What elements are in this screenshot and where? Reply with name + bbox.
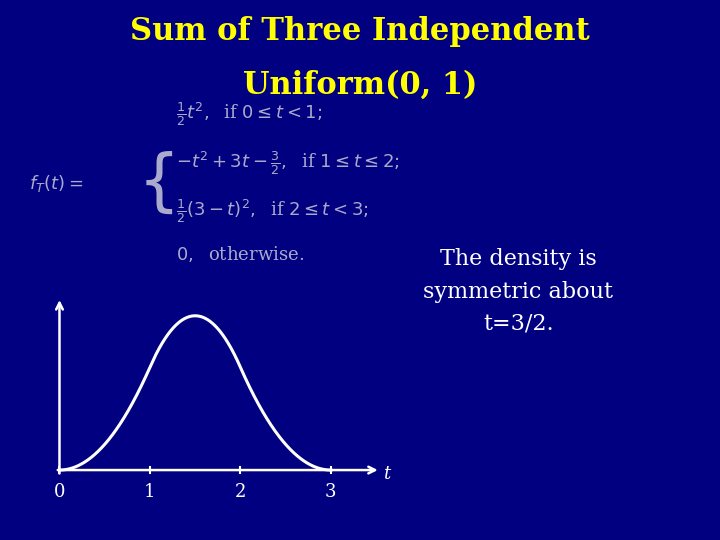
Text: 1: 1 xyxy=(144,483,156,502)
Text: Sum of Three Independent: Sum of Three Independent xyxy=(130,16,590,47)
Text: t: t xyxy=(383,465,390,483)
Text: Uniform(0, 1): Uniform(0, 1) xyxy=(243,70,477,101)
Text: 0: 0 xyxy=(54,483,66,502)
Text: 2: 2 xyxy=(235,483,246,502)
Text: $-t^2 + 3t - \frac{3}{2},$  if $1 \leq t \leq 2;$: $-t^2 + 3t - \frac{3}{2},$ if $1 \leq t … xyxy=(176,149,400,177)
Text: $0,$  otherwise.: $0,$ otherwise. xyxy=(176,245,305,265)
Text: $\frac{1}{2}(3-t)^2,$  if $2 \leq t < 3;$: $\frac{1}{2}(3-t)^2,$ if $2 \leq t < 3;$ xyxy=(176,197,369,225)
Text: The density is
symmetric about
t=3/2.: The density is symmetric about t=3/2. xyxy=(423,248,613,335)
Text: 3: 3 xyxy=(325,483,336,502)
Text: $f_T(t) =$: $f_T(t) =$ xyxy=(29,173,83,194)
Text: $\frac{1}{2}t^2,$  if $0 \leq t < 1;$: $\frac{1}{2}t^2,$ if $0 \leq t < 1;$ xyxy=(176,100,323,129)
Text: $\{$: $\{$ xyxy=(137,151,173,217)
